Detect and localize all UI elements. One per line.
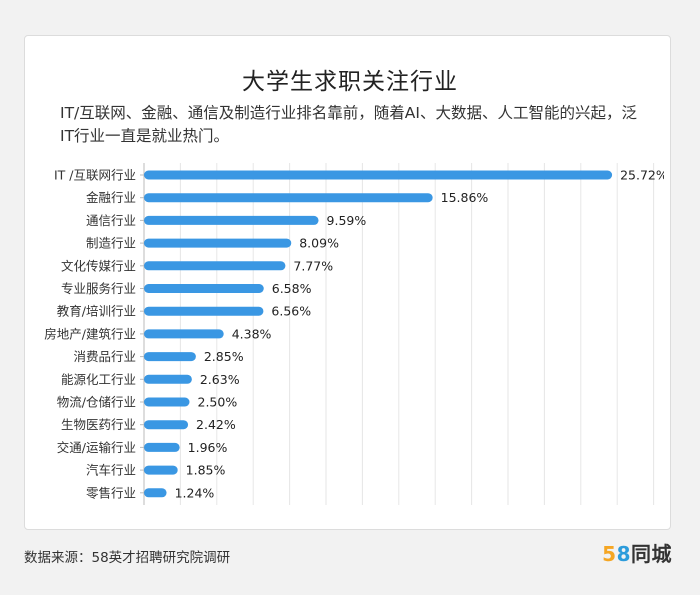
category-label: 专业服务行业 — [61, 281, 136, 296]
value-label: 1.96% — [188, 440, 228, 455]
value-label: 6.56% — [271, 304, 311, 319]
bar — [144, 238, 292, 248]
value-label: 2.63% — [200, 372, 240, 387]
logo-digit-8: 8 — [616, 542, 631, 566]
category-label: 制造行业 — [86, 236, 136, 251]
value-label: 7.77% — [293, 258, 333, 273]
category-label: 汽车行业 — [86, 463, 136, 478]
value-label: 6.58% — [272, 281, 312, 296]
category-label: 交通/运输行业 — [57, 440, 136, 455]
bar — [144, 329, 224, 339]
value-label: 1.24% — [175, 485, 215, 500]
bar — [144, 261, 286, 271]
bar-chart: IT /互联网行业 25.72% 金融行业 15.86% 通信行业 9.59% 制造行业 8.… — [44, 163, 664, 505]
value-label: 8.09% — [299, 236, 339, 251]
bar — [144, 465, 178, 475]
category-label: IT /互联网行业 — [54, 168, 136, 183]
bar — [144, 193, 433, 203]
category-label: 金融行业 — [86, 190, 136, 205]
logo-text: 同城 — [631, 542, 672, 566]
bar — [144, 488, 167, 498]
category-label: 文化传媒行业 — [61, 258, 136, 273]
chart-card — [24, 35, 671, 530]
category-label: 零售行业 — [86, 485, 136, 500]
category-label: 生物医药行业 — [61, 417, 136, 432]
value-label: 9.59% — [327, 213, 367, 228]
value-label: 2.42% — [196, 417, 236, 432]
value-label: 2.50% — [198, 395, 238, 410]
value-label: 1.85% — [186, 463, 226, 478]
category-label: 物流/仓储行业 — [57, 395, 136, 410]
chart-title: 大学生求职关注行业 — [242, 69, 458, 95]
value-label: 25.72% — [620, 168, 664, 183]
bar — [144, 352, 196, 362]
bar — [144, 170, 613, 180]
bar — [144, 420, 189, 430]
category-label: 房地产/建筑行业 — [44, 326, 136, 341]
bar — [144, 374, 192, 384]
bar — [144, 442, 180, 452]
category-label: 通信行业 — [86, 213, 136, 228]
bar — [144, 215, 319, 225]
brand-logo: 58同城 — [602, 538, 672, 567]
bar — [144, 397, 190, 407]
category-label: 教育/培训行业 — [57, 304, 136, 319]
logo-digit-5: 5 — [602, 542, 617, 566]
bar — [144, 306, 264, 316]
bar — [144, 284, 264, 293]
chart-subtitle: IT/互联网、金融、通信及制造行业排名靠前，随着AI、大数据、人工智能的兴起，泛… — [60, 104, 637, 145]
value-label: 15.86% — [441, 190, 489, 205]
value-label: 2.85% — [204, 349, 244, 364]
category-label: 能源化工行业 — [61, 372, 136, 387]
data-source: 数据来源：58英才招聘研究院调研 — [24, 550, 231, 566]
value-label: 4.38% — [232, 326, 272, 341]
category-label: 消费品行业 — [73, 349, 136, 364]
